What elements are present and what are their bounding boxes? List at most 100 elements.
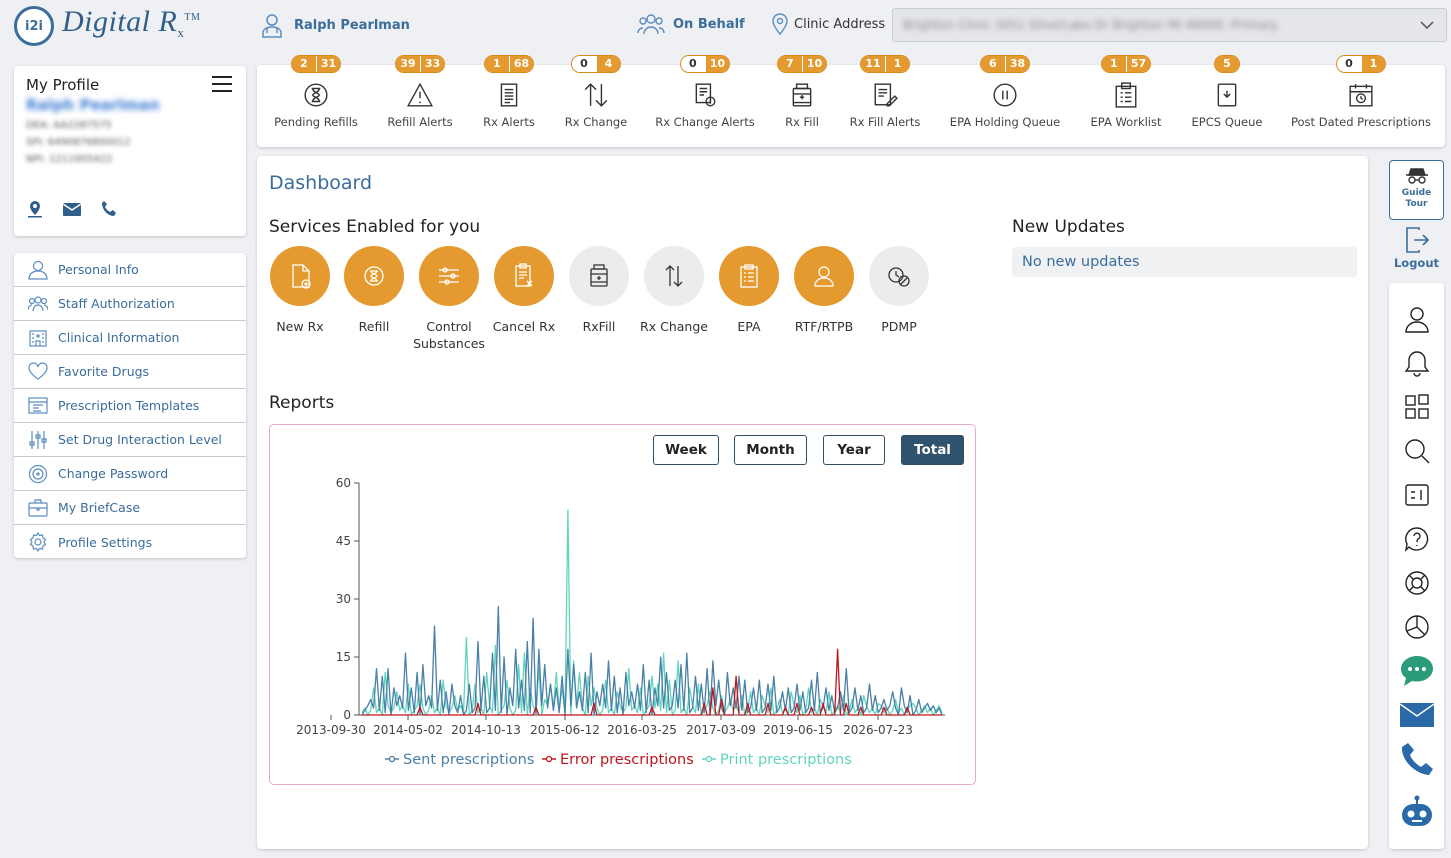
service-control-substances[interactable]: Control Substances xyxy=(411,246,487,352)
phone-icon[interactable] xyxy=(100,200,118,218)
service-rxfill[interactable]: RxFill xyxy=(561,246,637,335)
doctor-avatar-icon xyxy=(262,14,282,38)
count-badge: 5 xyxy=(1215,56,1239,72)
toolbar-rx-fill[interactable]: 7 10 Rx Fill xyxy=(742,55,862,147)
count-badge: 6 xyxy=(980,56,1005,72)
toolbar-epa-holding-queue[interactable]: 6 38 EPA Holding Queue xyxy=(945,55,1065,147)
y-tick-label: 15 xyxy=(336,650,351,664)
spy-icon xyxy=(1405,168,1428,184)
tablet-icon xyxy=(1217,83,1237,107)
current-user[interactable]: Ralph Pearlman xyxy=(260,12,410,38)
menu-item-label: My BriefCase xyxy=(58,500,141,515)
service-label: PDMP xyxy=(881,319,917,334)
toolbar-rx-change[interactable]: 0 4 Rx Change xyxy=(536,55,656,147)
page-title: Dashboard xyxy=(269,172,373,194)
service-epa[interactable]: EPA xyxy=(711,246,787,335)
toolbar-label: Rx Fill Alerts xyxy=(849,115,921,129)
service-rx-change[interactable]: Rx Change xyxy=(636,246,712,335)
sliders-icon xyxy=(29,430,47,449)
rail-profile-button[interactable] xyxy=(1403,297,1431,341)
rail-help-button[interactable] xyxy=(1403,517,1431,561)
menu-item-change-password[interactable]: Change Password xyxy=(14,457,246,491)
report-week-button[interactable]: Week xyxy=(653,435,719,465)
toolbar-post-dated-prescriptions[interactable]: 0 1 Post Dated Prescriptions xyxy=(1291,55,1431,147)
rxfill-icon xyxy=(590,264,608,287)
count-badge: 10 xyxy=(704,56,730,72)
report-month-button[interactable]: Month xyxy=(734,435,807,465)
service-pdmp[interactable]: PDMP xyxy=(861,246,937,335)
x-tick-label: 2014-05-02 xyxy=(373,723,443,737)
guide-tour-label: Guide Tour xyxy=(1401,188,1432,209)
menu-item-favorite-drugs[interactable]: Favorite Drugs xyxy=(14,355,246,389)
count-badges: 0 10 xyxy=(679,55,731,73)
pill-bottle-icon xyxy=(792,83,812,107)
rail-bell-button[interactable] xyxy=(1403,341,1431,385)
hamburger-menu-icon[interactable] xyxy=(212,76,232,92)
phone-icon xyxy=(1401,743,1433,775)
logout-icon xyxy=(1405,227,1429,253)
profile-npi: NPI: 1211955422 xyxy=(26,154,113,165)
rail-phone-button[interactable] xyxy=(1400,737,1434,781)
calendar-clock-icon xyxy=(1349,84,1373,107)
menu-item-personal-info[interactable]: Personal Info xyxy=(14,253,246,287)
x-tick-label: 2016-03-25 xyxy=(607,723,677,737)
toolbar-refill-alerts[interactable]: 39 33 Refill Alerts xyxy=(360,55,480,147)
service-icon-circle xyxy=(644,246,704,306)
x-tick-label: 2014-10-13 xyxy=(451,723,521,737)
rail-chat-button[interactable] xyxy=(1399,649,1435,693)
clinic-address-label-wrap: Clinic Address xyxy=(772,12,885,36)
rail-document-list-button[interactable] xyxy=(1403,473,1431,517)
menu-item-label: Favorite Drugs xyxy=(58,364,150,379)
service-label: EPA xyxy=(737,319,761,334)
rail-search-button[interactable] xyxy=(1403,429,1431,473)
toolbar-label: Rx Fill xyxy=(785,115,819,129)
service-refill[interactable]: Refill xyxy=(336,246,412,335)
toolbar-epa-worklist[interactable]: 1 57 EPA Worklist xyxy=(1066,55,1186,147)
x-tick-label: 2015-06-12 xyxy=(530,723,600,737)
logout-button[interactable]: Logout xyxy=(1389,226,1444,276)
y-tick-label: 30 xyxy=(336,592,351,606)
toolbar-pending-refills[interactable]: 2 31 Pending Refills xyxy=(256,55,376,147)
on-behalf-button[interactable]: On Behalf xyxy=(637,12,745,36)
menu-item-clinical-information[interactable]: Clinical Information xyxy=(14,321,246,355)
toolbar-rx-change-alerts[interactable]: 0 10 Rx Change Alerts xyxy=(645,55,765,147)
user-icon xyxy=(28,260,48,280)
toolbar-label: Pending Refills xyxy=(274,115,358,129)
toolbar-label: EPA Worklist xyxy=(1090,115,1162,129)
services-title: Services Enabled for you xyxy=(269,217,481,237)
menu-item-prescription-templates[interactable]: Prescription Templates xyxy=(14,389,246,423)
menu-item-profile-settings[interactable]: Profile Settings xyxy=(14,525,246,558)
rail-pie-chart-button[interactable] xyxy=(1403,605,1431,649)
report-year-button[interactable]: Year xyxy=(823,435,885,465)
legend-dot xyxy=(545,755,553,763)
count-badges: 6 38 xyxy=(979,55,1031,73)
service-cancel-rx[interactable]: Cancel Rx xyxy=(486,246,562,335)
toolbar-rx-fill-alerts[interactable]: 11 1 Rx Fill Alerts xyxy=(825,55,945,147)
rail-mail-button[interactable] xyxy=(1399,693,1435,737)
service-icon-circle xyxy=(794,246,854,306)
toolbar-label: Post Dated Prescriptions xyxy=(1291,115,1431,129)
template-icon xyxy=(28,396,48,414)
rail-apps-grid-button[interactable] xyxy=(1403,385,1431,429)
rail-support-lifebuoy-button[interactable] xyxy=(1403,561,1431,605)
document-icon xyxy=(500,83,518,107)
email-icon[interactable] xyxy=(62,200,82,218)
service-rtf-rtpb[interactable]: RTF/RTPB xyxy=(786,246,862,335)
rail-chatbot-button[interactable] xyxy=(1399,789,1435,833)
report-total-button[interactable]: Total xyxy=(901,435,964,465)
x-tick-label: 2017-03-09 xyxy=(686,723,756,737)
menu-item-set-drug-interaction-level[interactable]: Set Drug Interaction Level xyxy=(14,423,246,457)
service-new-rx[interactable]: New Rx xyxy=(262,246,338,335)
service-label: Refill xyxy=(358,319,390,334)
toolbar-label: Rx Change xyxy=(564,115,628,129)
toolbar-rx-alerts[interactable]: 1 68 Rx Alerts xyxy=(449,55,569,147)
location-icon[interactable] xyxy=(26,200,44,218)
guide-tour-button[interactable]: Guide Tour xyxy=(1389,160,1444,220)
service-icon-circle xyxy=(719,246,779,306)
count-badge: 7 xyxy=(777,56,802,72)
menu-item-staff-authorization[interactable]: Staff Authorization xyxy=(14,287,246,321)
toolbar-epcs-queue[interactable]: 5 EPCS Queue xyxy=(1167,55,1287,147)
menu-item-my-briefcase[interactable]: My BriefCase xyxy=(14,491,246,525)
clinic-address-select[interactable]: Brighton Clinic 3451 SilverLake Dr Brigh… xyxy=(892,8,1447,42)
